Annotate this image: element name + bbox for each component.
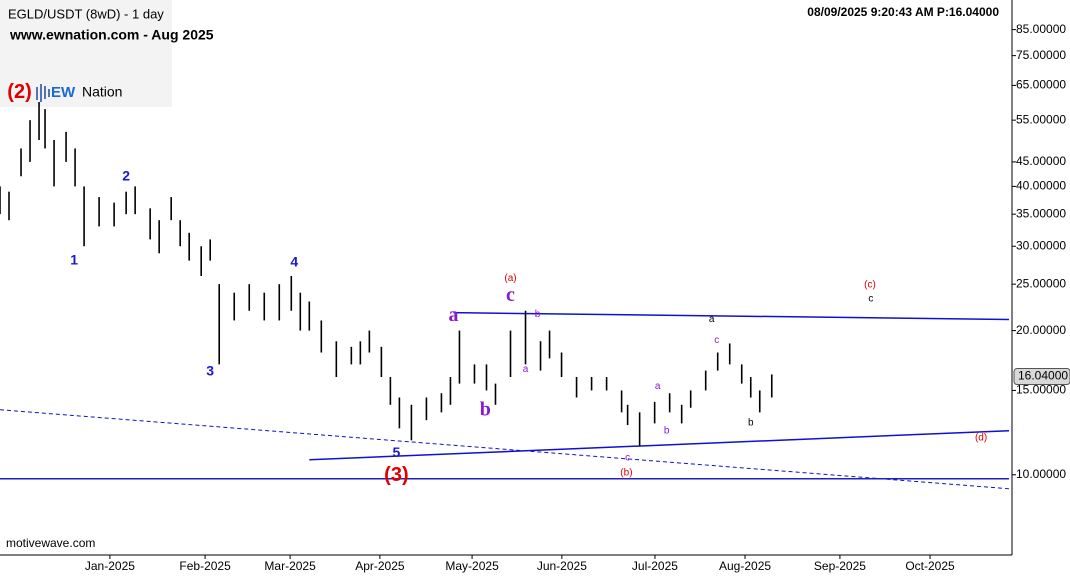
logo-mark: EW bbox=[51, 84, 76, 101]
x-tick-label: Feb-2025 bbox=[179, 559, 231, 573]
y-tick-label: 65.00000 bbox=[1016, 78, 1066, 92]
y-tick-label: 20.00000 bbox=[1016, 323, 1066, 337]
trend-line bbox=[309, 429, 1010, 461]
wave-label: 1 bbox=[70, 251, 78, 267]
x-tick-label: May-2025 bbox=[445, 559, 499, 573]
wave-label: c bbox=[506, 284, 515, 306]
y-tick-label: 45.00000 bbox=[1016, 154, 1066, 168]
wave-label: b bbox=[748, 417, 754, 428]
x-tick-label: Apr-2025 bbox=[355, 559, 405, 573]
y-tick-label: 75.00000 bbox=[1016, 48, 1066, 62]
footer: motivewave.com bbox=[6, 536, 95, 550]
header-panel bbox=[0, 0, 172, 107]
wave-label: (a) bbox=[504, 273, 516, 284]
wave-label: b bbox=[480, 398, 491, 420]
wave-label: (c) bbox=[864, 280, 876, 291]
y-tick-label: 10.00000 bbox=[1016, 467, 1066, 481]
y-tick-label: 25.00000 bbox=[1016, 276, 1066, 290]
x-tick-label: Oct-2025 bbox=[905, 559, 955, 573]
x-tick-label: Sep-2025 bbox=[814, 559, 866, 573]
wave-label: (b) bbox=[620, 467, 632, 478]
trend-line bbox=[453, 311, 1010, 321]
wave-label: 2 bbox=[122, 167, 130, 183]
last-price-label: 16.04000 bbox=[1018, 369, 1068, 383]
logo-icon bbox=[36, 84, 50, 102]
wave-label: (2) bbox=[7, 81, 31, 103]
wave-label: a bbox=[709, 314, 715, 325]
chart-subtitle: www.ewnation.com - Aug 2025 bbox=[9, 27, 214, 43]
x-tick-label: Mar-2025 bbox=[264, 559, 316, 573]
wave-label: c bbox=[714, 335, 719, 346]
logo-text: Nation bbox=[82, 84, 122, 100]
logo: EW Nation bbox=[36, 84, 122, 102]
wave-label: a bbox=[655, 381, 661, 392]
x-tick-label: Jul-2025 bbox=[632, 559, 678, 573]
wave-label: c bbox=[625, 452, 630, 463]
x-tick-label: Aug-2025 bbox=[719, 559, 771, 573]
wave-label: 3 bbox=[206, 363, 214, 379]
x-tick-label: Jun-2025 bbox=[537, 559, 587, 573]
y-tick-label: 35.00000 bbox=[1016, 206, 1066, 220]
y-tick-label: 85.00000 bbox=[1016, 22, 1066, 36]
y-tick-label: 40.00000 bbox=[1016, 179, 1066, 193]
chart-title: EGLD/USDT (8wD) - 1 day bbox=[8, 6, 164, 21]
last-price-tag bbox=[1013, 367, 1070, 385]
wave-label: (3) bbox=[384, 464, 408, 486]
wave-label: 4 bbox=[290, 254, 298, 270]
trend-line bbox=[0, 409, 1010, 490]
timestamp: 08/09/2025 9:20:43 AM P:16.04000 bbox=[807, 5, 999, 19]
x-tick-label: Jan-2025 bbox=[85, 559, 135, 573]
wave-label: a bbox=[523, 364, 529, 375]
wave-label: a bbox=[448, 304, 458, 326]
wave-label: 5 bbox=[392, 444, 400, 460]
wave-label: b bbox=[664, 425, 670, 436]
wave-label: c bbox=[868, 293, 873, 304]
wave-label: (d) bbox=[975, 432, 987, 443]
y-tick-label: 55.00000 bbox=[1016, 112, 1066, 126]
y-tick-label: 15.00000 bbox=[1016, 383, 1066, 397]
wave-label: b bbox=[535, 309, 541, 320]
y-tick-label: 30.00000 bbox=[1016, 238, 1066, 252]
